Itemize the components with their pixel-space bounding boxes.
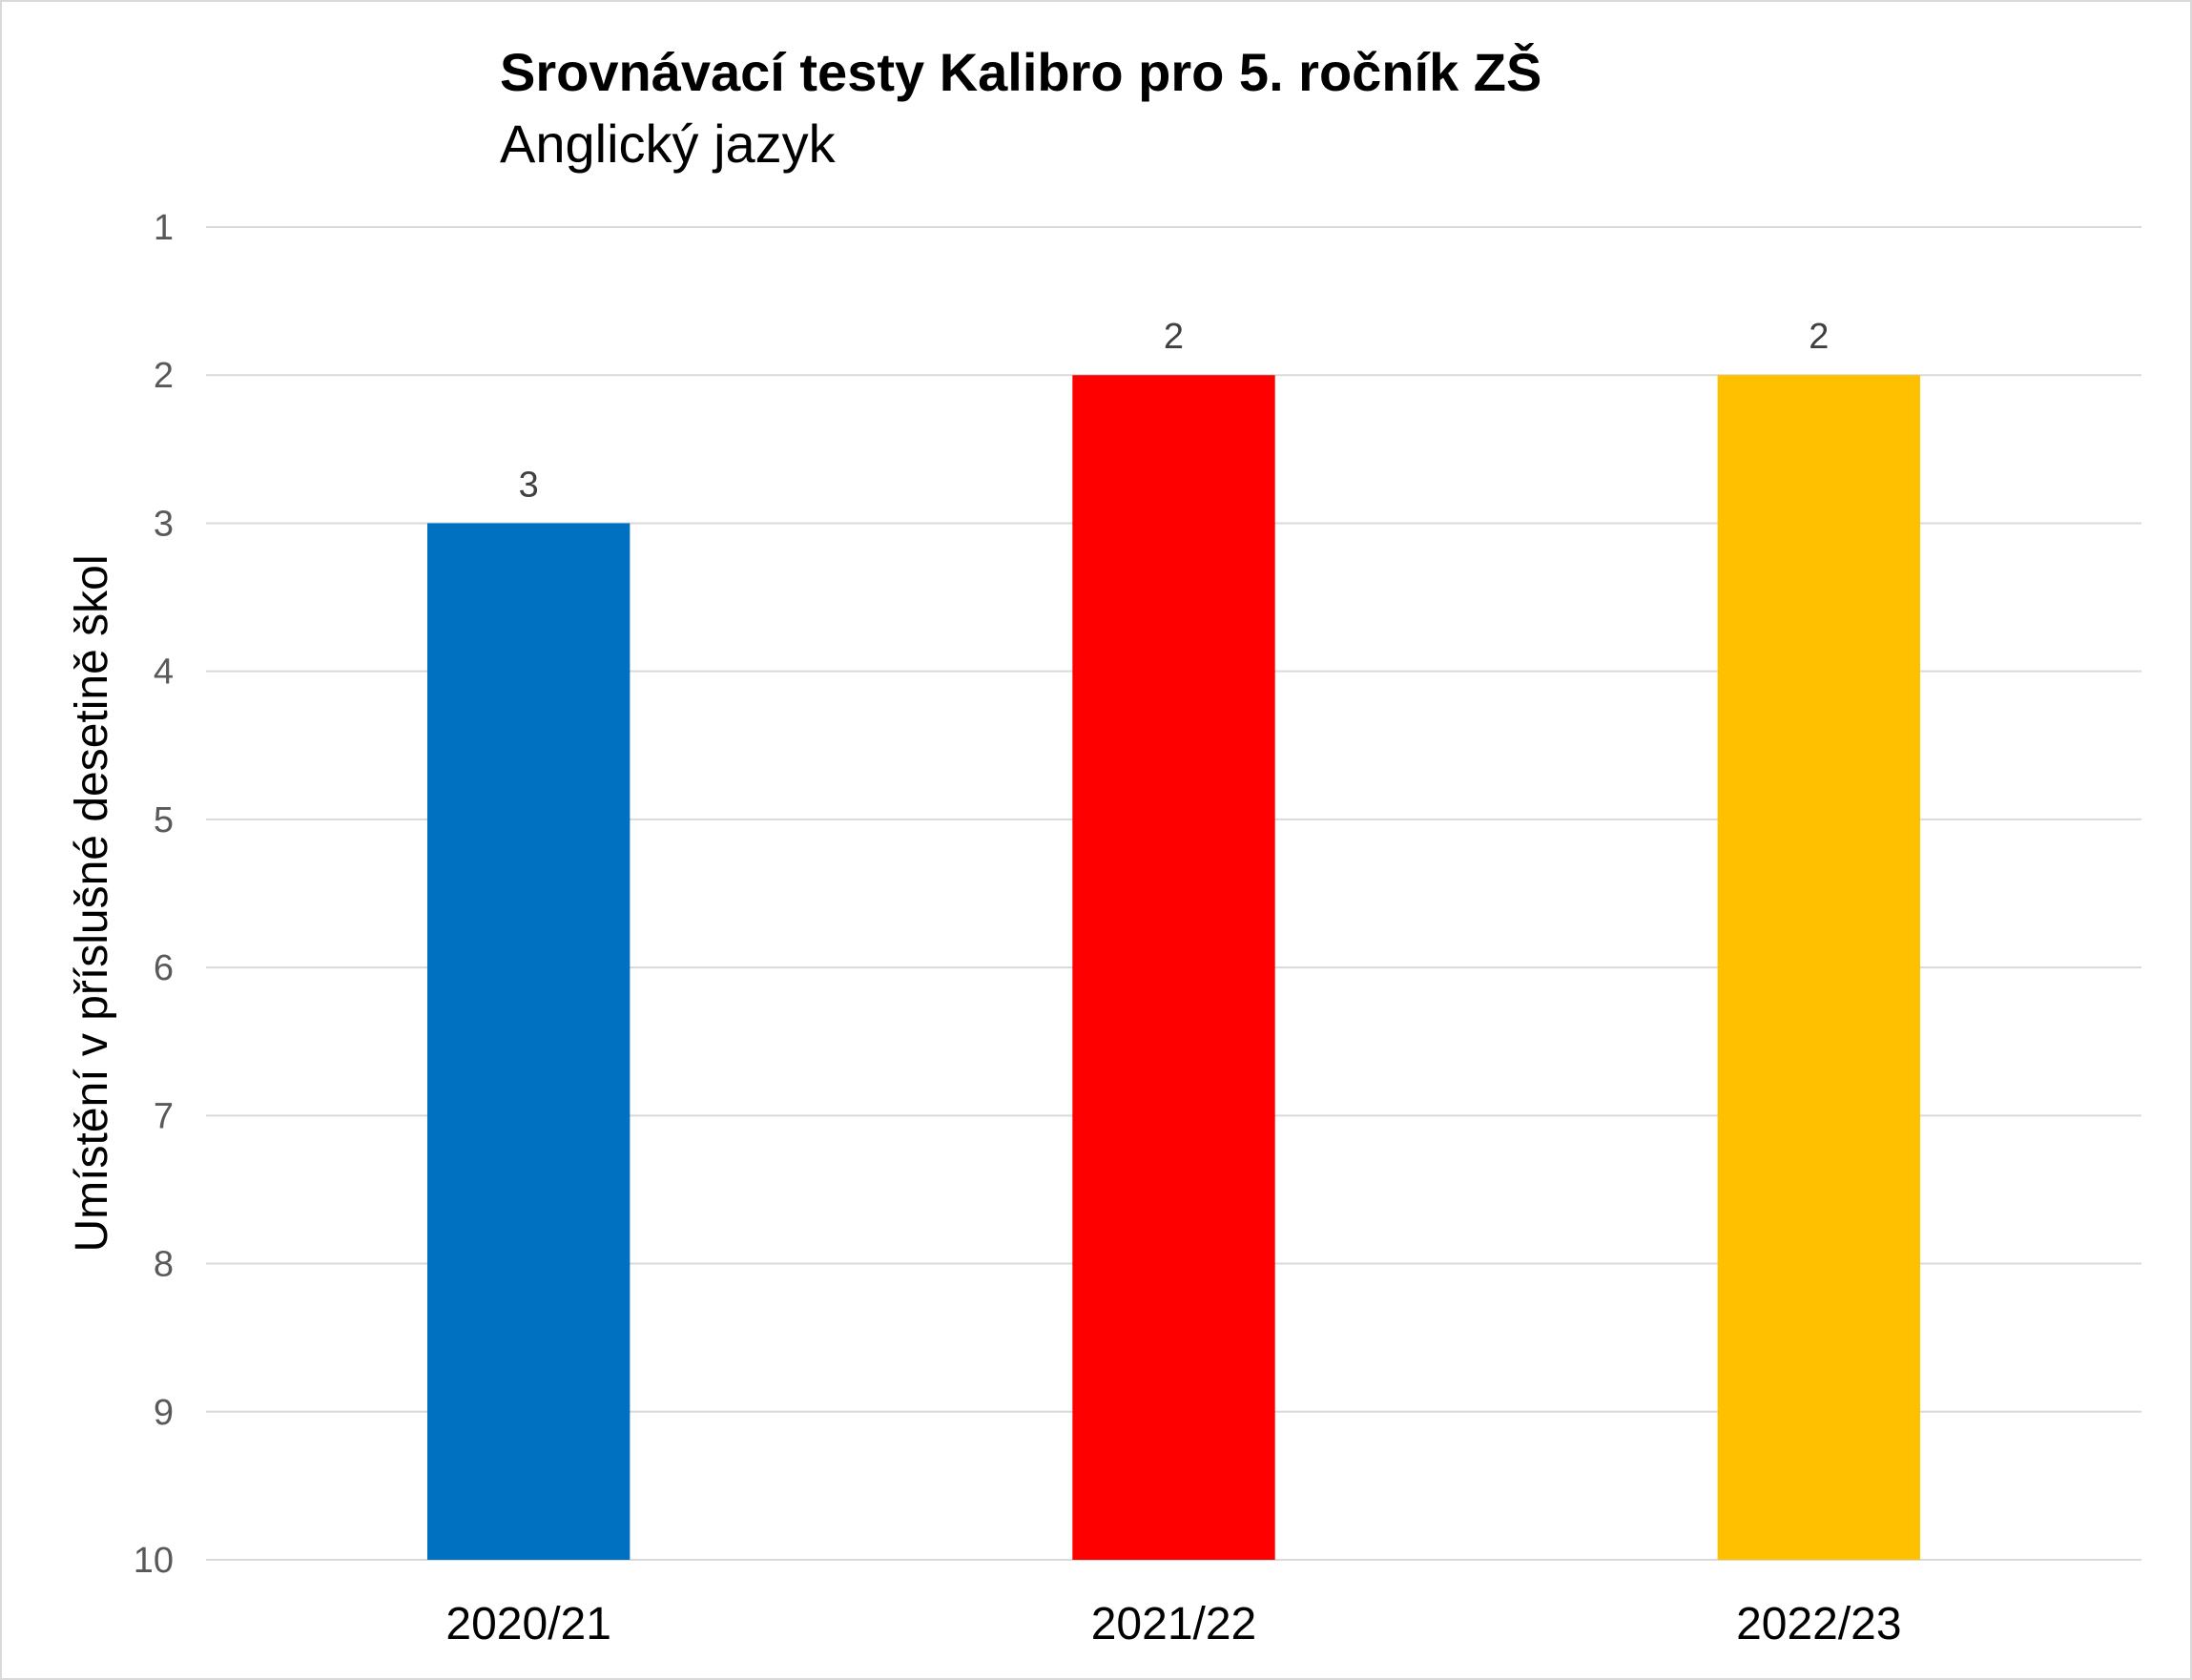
bar bbox=[426, 523, 631, 1560]
y-tick-label: 10 bbox=[134, 1541, 174, 1581]
chart-subtitle: Anglický jazyk bbox=[500, 114, 837, 174]
data-labels: 3 2 2 bbox=[519, 317, 1830, 505]
y-tick-label: 4 bbox=[154, 653, 174, 693]
chart-title: Srovnávací testy Kalibro pro 5. ročník Z… bbox=[500, 42, 1541, 102]
y-tick-label: 7 bbox=[154, 1096, 174, 1136]
y-tick-label: 5 bbox=[154, 800, 174, 840]
y-tick-label: 1 bbox=[154, 208, 174, 248]
bar bbox=[1717, 375, 1921, 1561]
y-tick-label: 2 bbox=[154, 356, 174, 396]
x-tick-label: 2021/22 bbox=[1091, 1599, 1257, 1649]
y-tick-label: 6 bbox=[154, 948, 174, 988]
bars bbox=[426, 375, 1921, 1561]
x-axis-ticks: 2020/21 2021/22 2022/23 bbox=[445, 1599, 1901, 1649]
data-label: 2 bbox=[1164, 317, 1184, 357]
y-axis-ticks: 1 2 3 4 5 6 7 8 9 10 bbox=[134, 208, 174, 1581]
data-label: 3 bbox=[519, 465, 539, 505]
x-tick-label: 2022/23 bbox=[1736, 1599, 1902, 1649]
bar bbox=[1072, 375, 1275, 1561]
y-axis-label: Umístění v příslušné desetině škol bbox=[67, 555, 117, 1253]
y-tick-label: 8 bbox=[154, 1245, 174, 1285]
data-label: 2 bbox=[1809, 317, 1829, 357]
y-tick-label: 9 bbox=[154, 1393, 174, 1433]
x-tick-label: 2020/21 bbox=[445, 1599, 611, 1649]
y-tick-label: 3 bbox=[154, 504, 174, 544]
